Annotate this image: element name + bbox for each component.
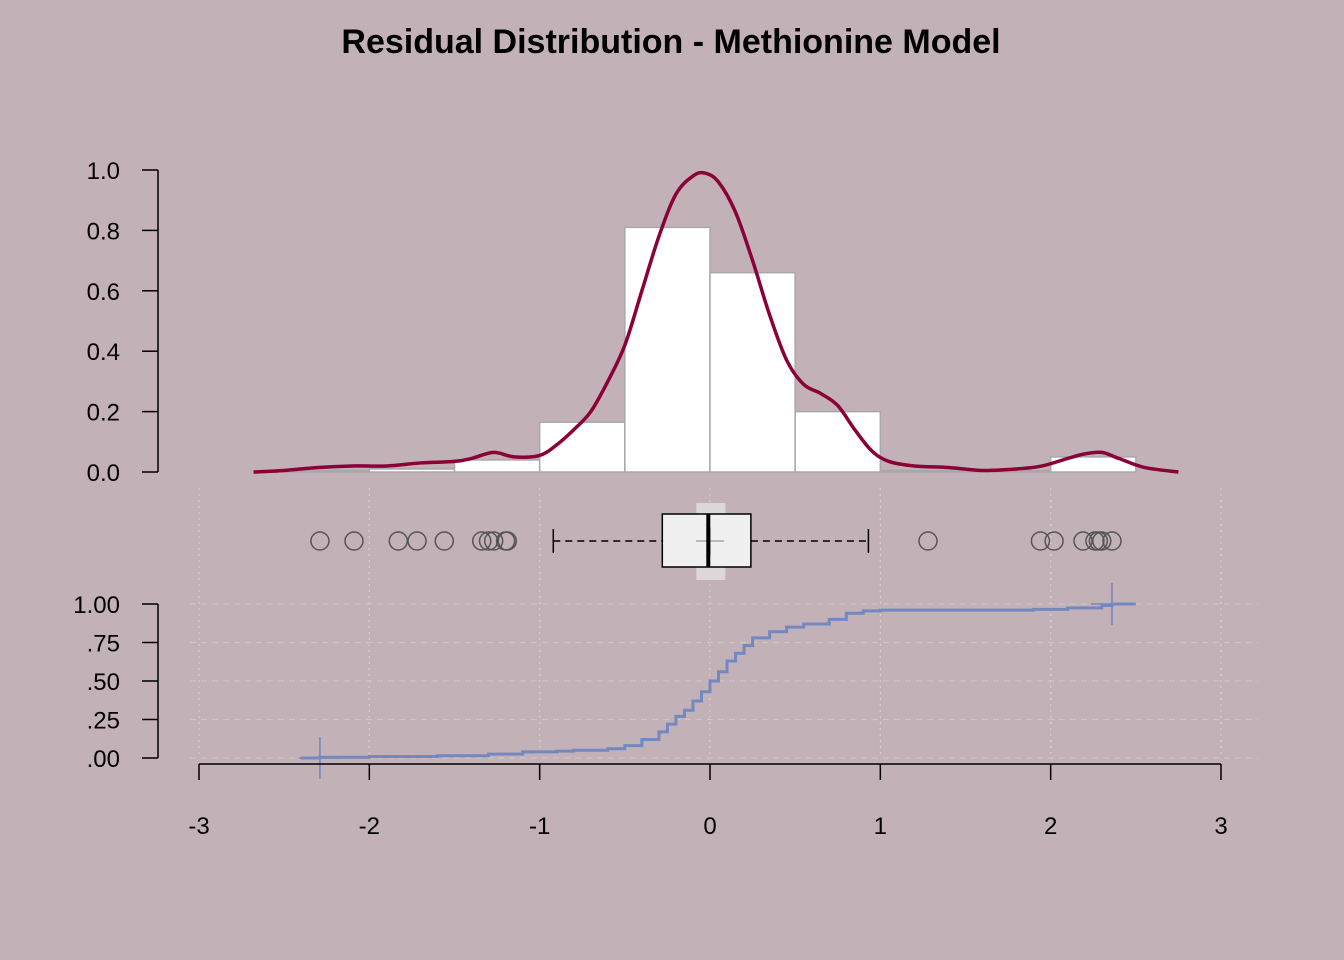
- ecdf-y-tick-label: .50: [87, 669, 120, 696]
- histogram-bar: [368, 468, 456, 473]
- histogram-y-tick-label: 0.2: [87, 400, 120, 427]
- x-tick-label: -3: [188, 813, 209, 840]
- x-tick-label: 3: [1214, 813, 1227, 840]
- outlier-point: [483, 531, 504, 551]
- outlier-point: [1044, 531, 1064, 551]
- chart-title: Residual Distribution - Methionine Model: [341, 23, 1000, 61]
- histogram-bar: [453, 459, 541, 473]
- histogram-panel: [283, 226, 1137, 473]
- ecdf-y-tick-label: 1.00: [73, 592, 120, 619]
- histogram-y-tick-label: 0.6: [87, 279, 120, 306]
- outlier-point: [310, 531, 330, 551]
- outlier-point: [1092, 531, 1112, 551]
- ecdf-y-tick-label: .25: [87, 708, 120, 735]
- outlier-point: [407, 531, 427, 551]
- outlier-point: [497, 531, 518, 551]
- boxplot-panel: [310, 503, 1122, 580]
- outlier-point: [388, 531, 409, 551]
- histogram-bar: [709, 271, 796, 473]
- x-tick-label: 1: [874, 813, 887, 840]
- outlier-point: [472, 531, 492, 551]
- density-curve: [253, 170, 1179, 474]
- histogram-bar: [794, 410, 882, 473]
- x-tick-label: 0: [703, 813, 716, 840]
- histogram-y-tick-label: 0.0: [87, 460, 120, 487]
- x-tick-label: -2: [359, 813, 380, 840]
- histogram-bar: [624, 226, 711, 473]
- outlier-point: [1102, 531, 1122, 551]
- x-tick-label: -1: [529, 813, 550, 840]
- outlier-point: [918, 531, 938, 551]
- outlier-point: [1030, 531, 1051, 551]
- ecdf-y-tick-label: .75: [87, 631, 120, 658]
- outlier-point: [344, 531, 364, 551]
- x-tick-label: 2: [1044, 813, 1057, 840]
- ecdf-line: [301, 602, 1136, 760]
- ecdf-y-tick-label: .00: [87, 746, 120, 773]
- axes: 0.0 0.2 0.4 0.6 0.8 1.0 .00 .25 .50 .75 1.00 -3 -2 -1…: [73, 158, 1227, 840]
- outlier-point: [495, 531, 516, 551]
- ecdf-horizontal-gridlines: [190, 603, 1258, 759]
- histogram-y-tick-label: 0.8: [87, 218, 120, 245]
- histogram-bar: [879, 469, 967, 473]
- histogram-y-tick-label: 1.0: [87, 158, 120, 185]
- ecdf-panel: [298, 583, 1136, 779]
- density-panel: [253, 170, 1179, 474]
- histogram-y-tick-label: 0.4: [87, 339, 120, 366]
- outlier-point: [434, 531, 455, 551]
